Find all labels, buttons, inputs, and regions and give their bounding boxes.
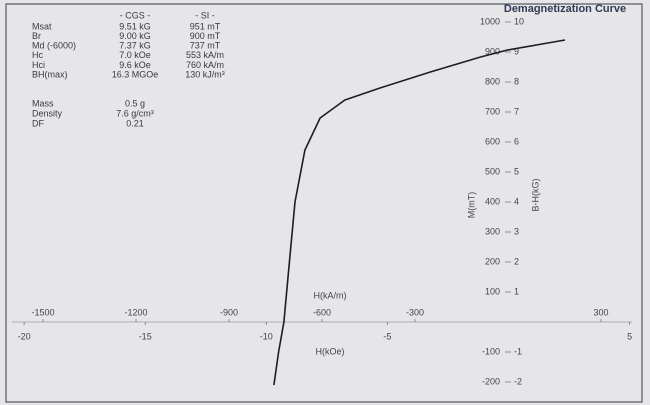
cell-value: 7.6 g/cm³ bbox=[116, 108, 154, 118]
cell-value: 9.6 kOe bbox=[119, 60, 151, 70]
cell-value: 760 kA/m bbox=[186, 60, 224, 70]
y2-tick-label: 7 bbox=[514, 106, 519, 116]
y2-axis-label: B-H(kG) bbox=[530, 179, 540, 212]
cell-value: 951 mT bbox=[190, 21, 221, 31]
cell-value: 0.5 g bbox=[125, 98, 145, 108]
cell-value: 553 kA/m bbox=[186, 50, 224, 60]
row-label: Md (-6000) bbox=[32, 41, 76, 51]
row-label: Br bbox=[32, 31, 41, 41]
x-tick-label: -1200 bbox=[124, 307, 147, 317]
y-axis-label: M(mT) bbox=[466, 192, 476, 219]
cell-value: 16.3 MGOe bbox=[112, 69, 159, 79]
y-tick-label: 900 bbox=[485, 46, 500, 56]
y2-tick-label: 3 bbox=[514, 226, 519, 236]
cell-value: 130 kJ/m³ bbox=[185, 69, 225, 79]
y2-tick-label: 1 bbox=[514, 286, 519, 296]
x-tick-label: -600 bbox=[313, 307, 331, 317]
row-label: Hci bbox=[32, 60, 45, 70]
row-label: Hc bbox=[32, 50, 43, 60]
column-header: - SI - bbox=[195, 10, 215, 20]
column-header: - CGS - bbox=[120, 10, 151, 20]
y2-tick-label: 5 bbox=[514, 166, 519, 176]
row-label: BH(max) bbox=[32, 69, 68, 79]
y-tick-label: -200 bbox=[482, 376, 500, 386]
cell-value: 9.51 kG bbox=[119, 21, 151, 31]
cell-value: 0.21 bbox=[126, 118, 144, 128]
y2-tick-label: 9 bbox=[514, 46, 519, 56]
x2-tick-label: 5 bbox=[627, 331, 632, 341]
y-tick-label: -100 bbox=[482, 346, 500, 356]
y2-tick-label: -2 bbox=[514, 376, 522, 386]
y-tick-label: 400 bbox=[485, 196, 500, 206]
chart: -1500 -1200 -900 -600 -300 300-20 -15 -10 -5 5-20… bbox=[12, 16, 632, 386]
y-tick-label: 500 bbox=[485, 166, 500, 176]
cell-value: 737 mT bbox=[190, 41, 221, 51]
y2-tick-label: -1 bbox=[514, 346, 522, 356]
properties-table: - CGS - - SI - Msat 9.51 kG 951 mT Br 9.00 kG 9… bbox=[32, 10, 225, 128]
row-label: Mass bbox=[32, 98, 54, 108]
x-tick-label: -1500 bbox=[31, 307, 54, 317]
y-tick-label: 200 bbox=[485, 256, 500, 266]
cell-value: 7.37 kG bbox=[119, 41, 151, 51]
x2-tick-label: -5 bbox=[383, 331, 391, 341]
y-tick-label: 100 bbox=[485, 286, 500, 296]
y2-tick-label: 2 bbox=[514, 256, 519, 266]
y2-tick-label: 8 bbox=[514, 76, 519, 86]
x-tick-label: -900 bbox=[220, 307, 238, 317]
cell-value: 7.0 kOe bbox=[119, 50, 151, 60]
row-label: Density bbox=[32, 108, 63, 118]
chart-title: Demagnetization Curve bbox=[504, 3, 626, 15]
y2-tick-label: 10 bbox=[514, 16, 524, 26]
demagnetization-curve bbox=[273, 39, 566, 386]
x2-tick-label: -10 bbox=[260, 331, 273, 341]
frame bbox=[5, 3, 643, 403]
cell-value: 900 mT bbox=[190, 31, 221, 41]
x-tick-label: -300 bbox=[406, 307, 424, 317]
x2-tick-label: -20 bbox=[18, 331, 31, 341]
x-axis-label: H(kA/m) bbox=[314, 290, 347, 300]
x-tick-label: 300 bbox=[593, 307, 608, 317]
cell-value: 9.00 kG bbox=[119, 31, 151, 41]
row-label: Msat bbox=[32, 21, 52, 31]
y-tick-label: 600 bbox=[485, 136, 500, 146]
y-tick-label: 300 bbox=[485, 226, 500, 236]
x2-axis-label: H(kOe) bbox=[316, 346, 345, 356]
y-tick-label: 700 bbox=[485, 106, 500, 116]
x2-tick-label: -15 bbox=[139, 331, 152, 341]
row-label: DF bbox=[32, 118, 44, 128]
y-tick-label: 1000 bbox=[480, 16, 500, 26]
y2-tick-label: 4 bbox=[514, 196, 519, 206]
y-tick-label: 800 bbox=[485, 76, 500, 86]
y2-tick-label: 6 bbox=[514, 136, 519, 146]
